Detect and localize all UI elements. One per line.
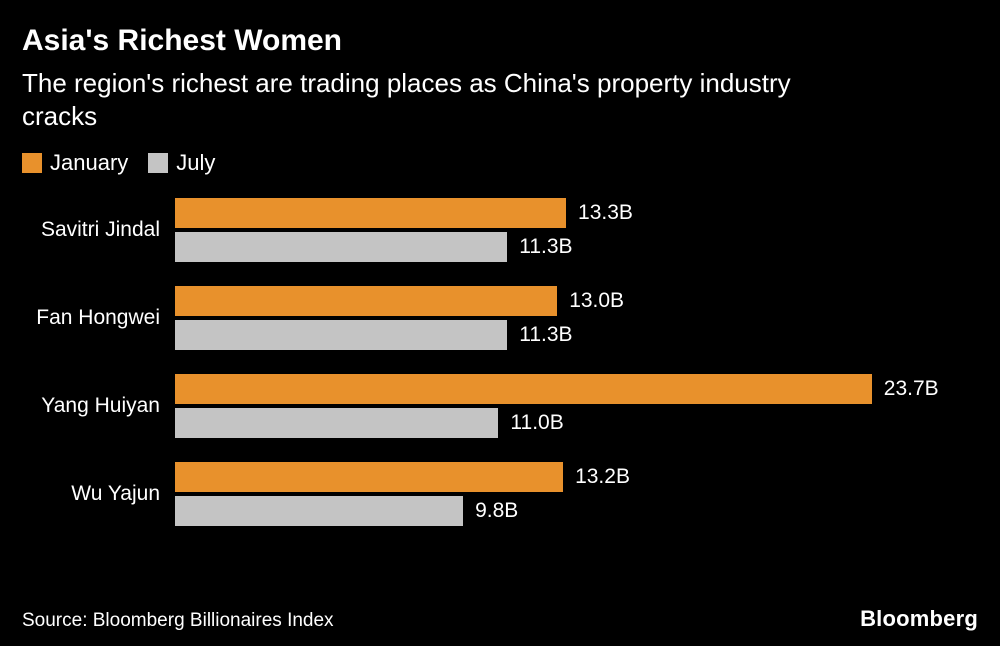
bar-group: Savitri Jindal 13.3B 11.3B	[22, 198, 978, 262]
bar-row-july: 11.3B	[175, 320, 978, 350]
chart-subtitle: The region's richest are trading places …	[22, 68, 791, 131]
bar-group: Fan Hongwei 13.0B 11.3B	[22, 286, 978, 350]
bar-pair: 23.7B 11.0B	[175, 374, 978, 438]
legend-item-january: January	[22, 150, 128, 176]
bar-row-july: 9.8B	[175, 496, 978, 526]
bar-january	[175, 286, 558, 316]
bar-row-january: 23.7B	[175, 374, 978, 404]
bar-row-july: 11.0B	[175, 408, 978, 438]
bar-july	[175, 232, 508, 262]
category-label: Savitri Jindal	[40, 218, 160, 241]
value-label: 13.3B	[578, 201, 633, 224]
value-label: 11.3B	[519, 235, 573, 258]
bar-row-july: 11.3B	[175, 232, 978, 262]
bar-group: Yang Huiyan 23.7B 11.0B	[22, 374, 978, 438]
bloomberg-logo: Bloomberg	[860, 606, 978, 631]
chart-footer: Source: Bloomberg Billionaires Index Blo…	[22, 606, 978, 632]
legend-item-july: July	[148, 150, 215, 176]
bar-row-january: 13.3B	[175, 198, 978, 228]
value-label: 11.0B	[510, 411, 564, 434]
chart-container: Asia's Richest Women The region's riches…	[22, 24, 978, 526]
bar-july	[175, 320, 508, 350]
bar-row-january: 13.0B	[175, 286, 978, 316]
bar-row-january: 13.2B	[175, 462, 978, 492]
legend: January July	[22, 150, 978, 176]
bar-pair: 13.3B 11.3B	[175, 198, 978, 262]
bar-january	[175, 462, 564, 492]
source-text: Source: Bloomberg Billionaires Index	[22, 610, 334, 631]
bar-july	[175, 496, 464, 526]
category-label: Yang Huiyan	[41, 394, 160, 417]
value-label: 23.7B	[883, 377, 939, 400]
bar-group: Wu Yajun 13.2B 9.8B	[22, 462, 978, 526]
bar-january	[175, 198, 567, 228]
value-label: 13.0B	[569, 289, 625, 312]
category-label: Wu Yajun	[71, 482, 160, 505]
legend-swatch-july	[148, 153, 169, 173]
category-label: Fan Hongwei	[36, 306, 160, 329]
legend-label-july: July	[176, 150, 216, 175]
value-label: 9.8B	[475, 499, 519, 522]
legend-label-january: January	[50, 150, 129, 175]
legend-swatch-january	[22, 153, 42, 173]
chart-title: Asia's Richest Women	[22, 24, 343, 57]
bar-pair: 13.0B 11.3B	[175, 286, 978, 350]
value-label: 13.2B	[575, 465, 630, 488]
plot-area: Savitri Jindal 13.3B 11.3B Fan Hongwei 13.0B…	[22, 198, 978, 526]
value-label: 11.3B	[519, 323, 573, 346]
bar-pair: 13.2B 9.8B	[175, 462, 978, 526]
bar-january	[175, 374, 872, 404]
bar-july	[175, 408, 499, 438]
